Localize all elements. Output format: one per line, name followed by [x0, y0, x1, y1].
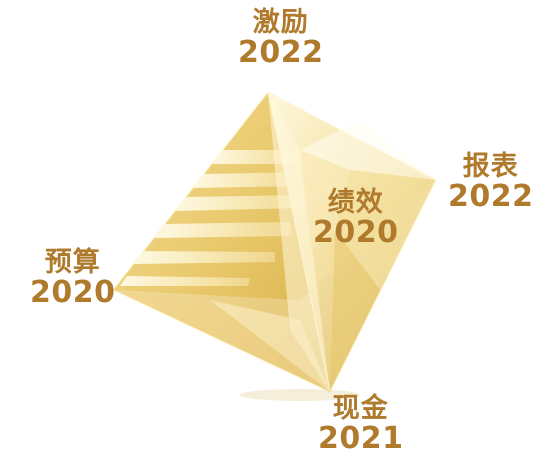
pyramid-shadow [240, 389, 360, 401]
label-cash-name: 现金 [332, 393, 389, 424]
label-incentive-name: 激励 [252, 7, 309, 38]
label-cash-2021: 现金 2021 [318, 394, 404, 456]
label-performance-2020: 绩效 2020 [313, 188, 399, 250]
label-budget-name: 预算 [44, 247, 101, 278]
right-face-facets [300, 120, 436, 392]
label-incentive-year: 2022 [238, 35, 324, 71]
label-cash-year: 2021 [318, 421, 404, 457]
label-incentive-2022: 激励 2022 [238, 8, 324, 70]
label-performance-year: 2020 [313, 215, 399, 251]
label-reports-name: 报表 [462, 151, 519, 182]
label-performance-name: 绩效 [327, 187, 384, 218]
label-budget-2020: 预算 2020 [30, 248, 116, 310]
left-face-light-bands [120, 150, 305, 286]
label-reports-year: 2022 [448, 179, 534, 215]
label-budget-year: 2020 [30, 275, 116, 311]
pyramid-edges [112, 91, 437, 393]
label-reports-2022: 报表 2022 [448, 152, 534, 214]
